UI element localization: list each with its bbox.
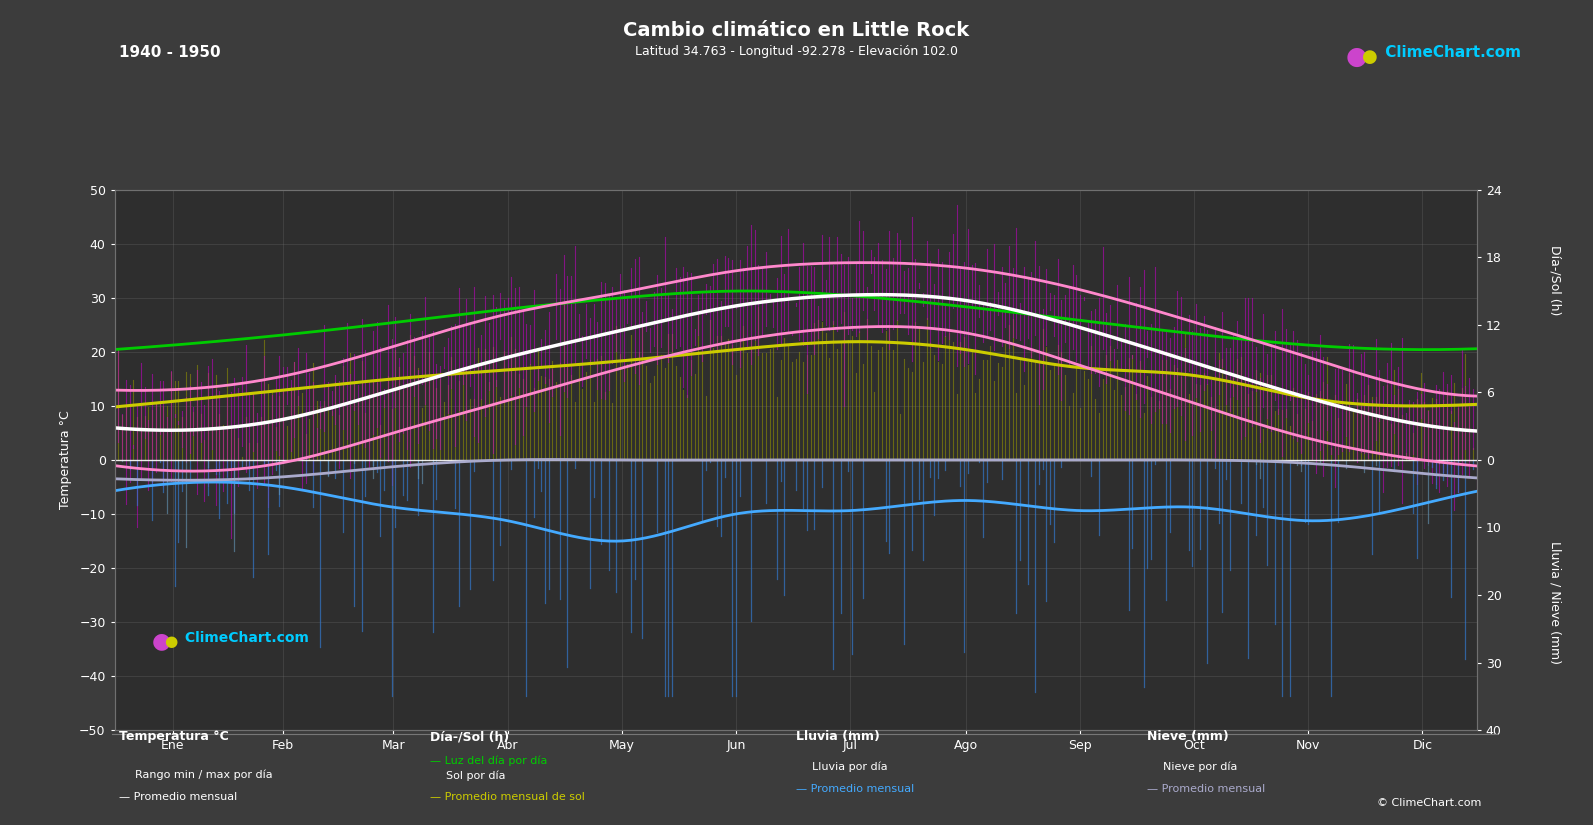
Text: ●: ● — [164, 634, 177, 648]
Text: Lluvia por día: Lluvia por día — [812, 761, 887, 771]
Text: Sol por día: Sol por día — [446, 771, 505, 780]
Text: Nieve (mm): Nieve (mm) — [1147, 730, 1228, 743]
Text: ●: ● — [1362, 48, 1378, 66]
Text: ●: ● — [151, 631, 170, 651]
Text: © ClimeChart.com: © ClimeChart.com — [1376, 799, 1481, 808]
Text: ClimeChart.com: ClimeChart.com — [180, 631, 309, 645]
Text: Lluvia / Nieve (mm): Lluvia / Nieve (mm) — [1548, 540, 1561, 664]
Y-axis label: Temperatura °C: Temperatura °C — [59, 411, 72, 509]
Text: 1940 - 1950: 1940 - 1950 — [119, 45, 221, 60]
Text: — Promedio mensual de sol: — Promedio mensual de sol — [430, 792, 585, 802]
Text: Día-/Sol (h): Día-/Sol (h) — [430, 730, 510, 743]
Text: Cambio climático en Little Rock: Cambio climático en Little Rock — [623, 21, 970, 40]
Text: Día-/Sol (h): Día-/Sol (h) — [1548, 245, 1561, 316]
Text: Lluvia (mm): Lluvia (mm) — [796, 730, 881, 743]
Text: Latitud 34.763 - Longitud -92.278 - Elevación 102.0: Latitud 34.763 - Longitud -92.278 - Elev… — [636, 45, 957, 59]
Text: — Promedio mensual: — Promedio mensual — [1147, 784, 1265, 794]
Text: — Promedio mensual: — Promedio mensual — [796, 784, 914, 794]
Text: ●: ● — [1346, 45, 1368, 69]
Text: Rango min / max por día: Rango min / max por día — [135, 770, 272, 780]
Text: — Luz del día por día: — Luz del día por día — [430, 756, 548, 766]
Text: ClimeChart.com: ClimeChart.com — [1380, 45, 1521, 60]
Text: Nieve por día: Nieve por día — [1163, 761, 1238, 771]
Text: — Promedio mensual: — Promedio mensual — [119, 792, 237, 802]
Text: Temperatura °C: Temperatura °C — [119, 730, 229, 743]
